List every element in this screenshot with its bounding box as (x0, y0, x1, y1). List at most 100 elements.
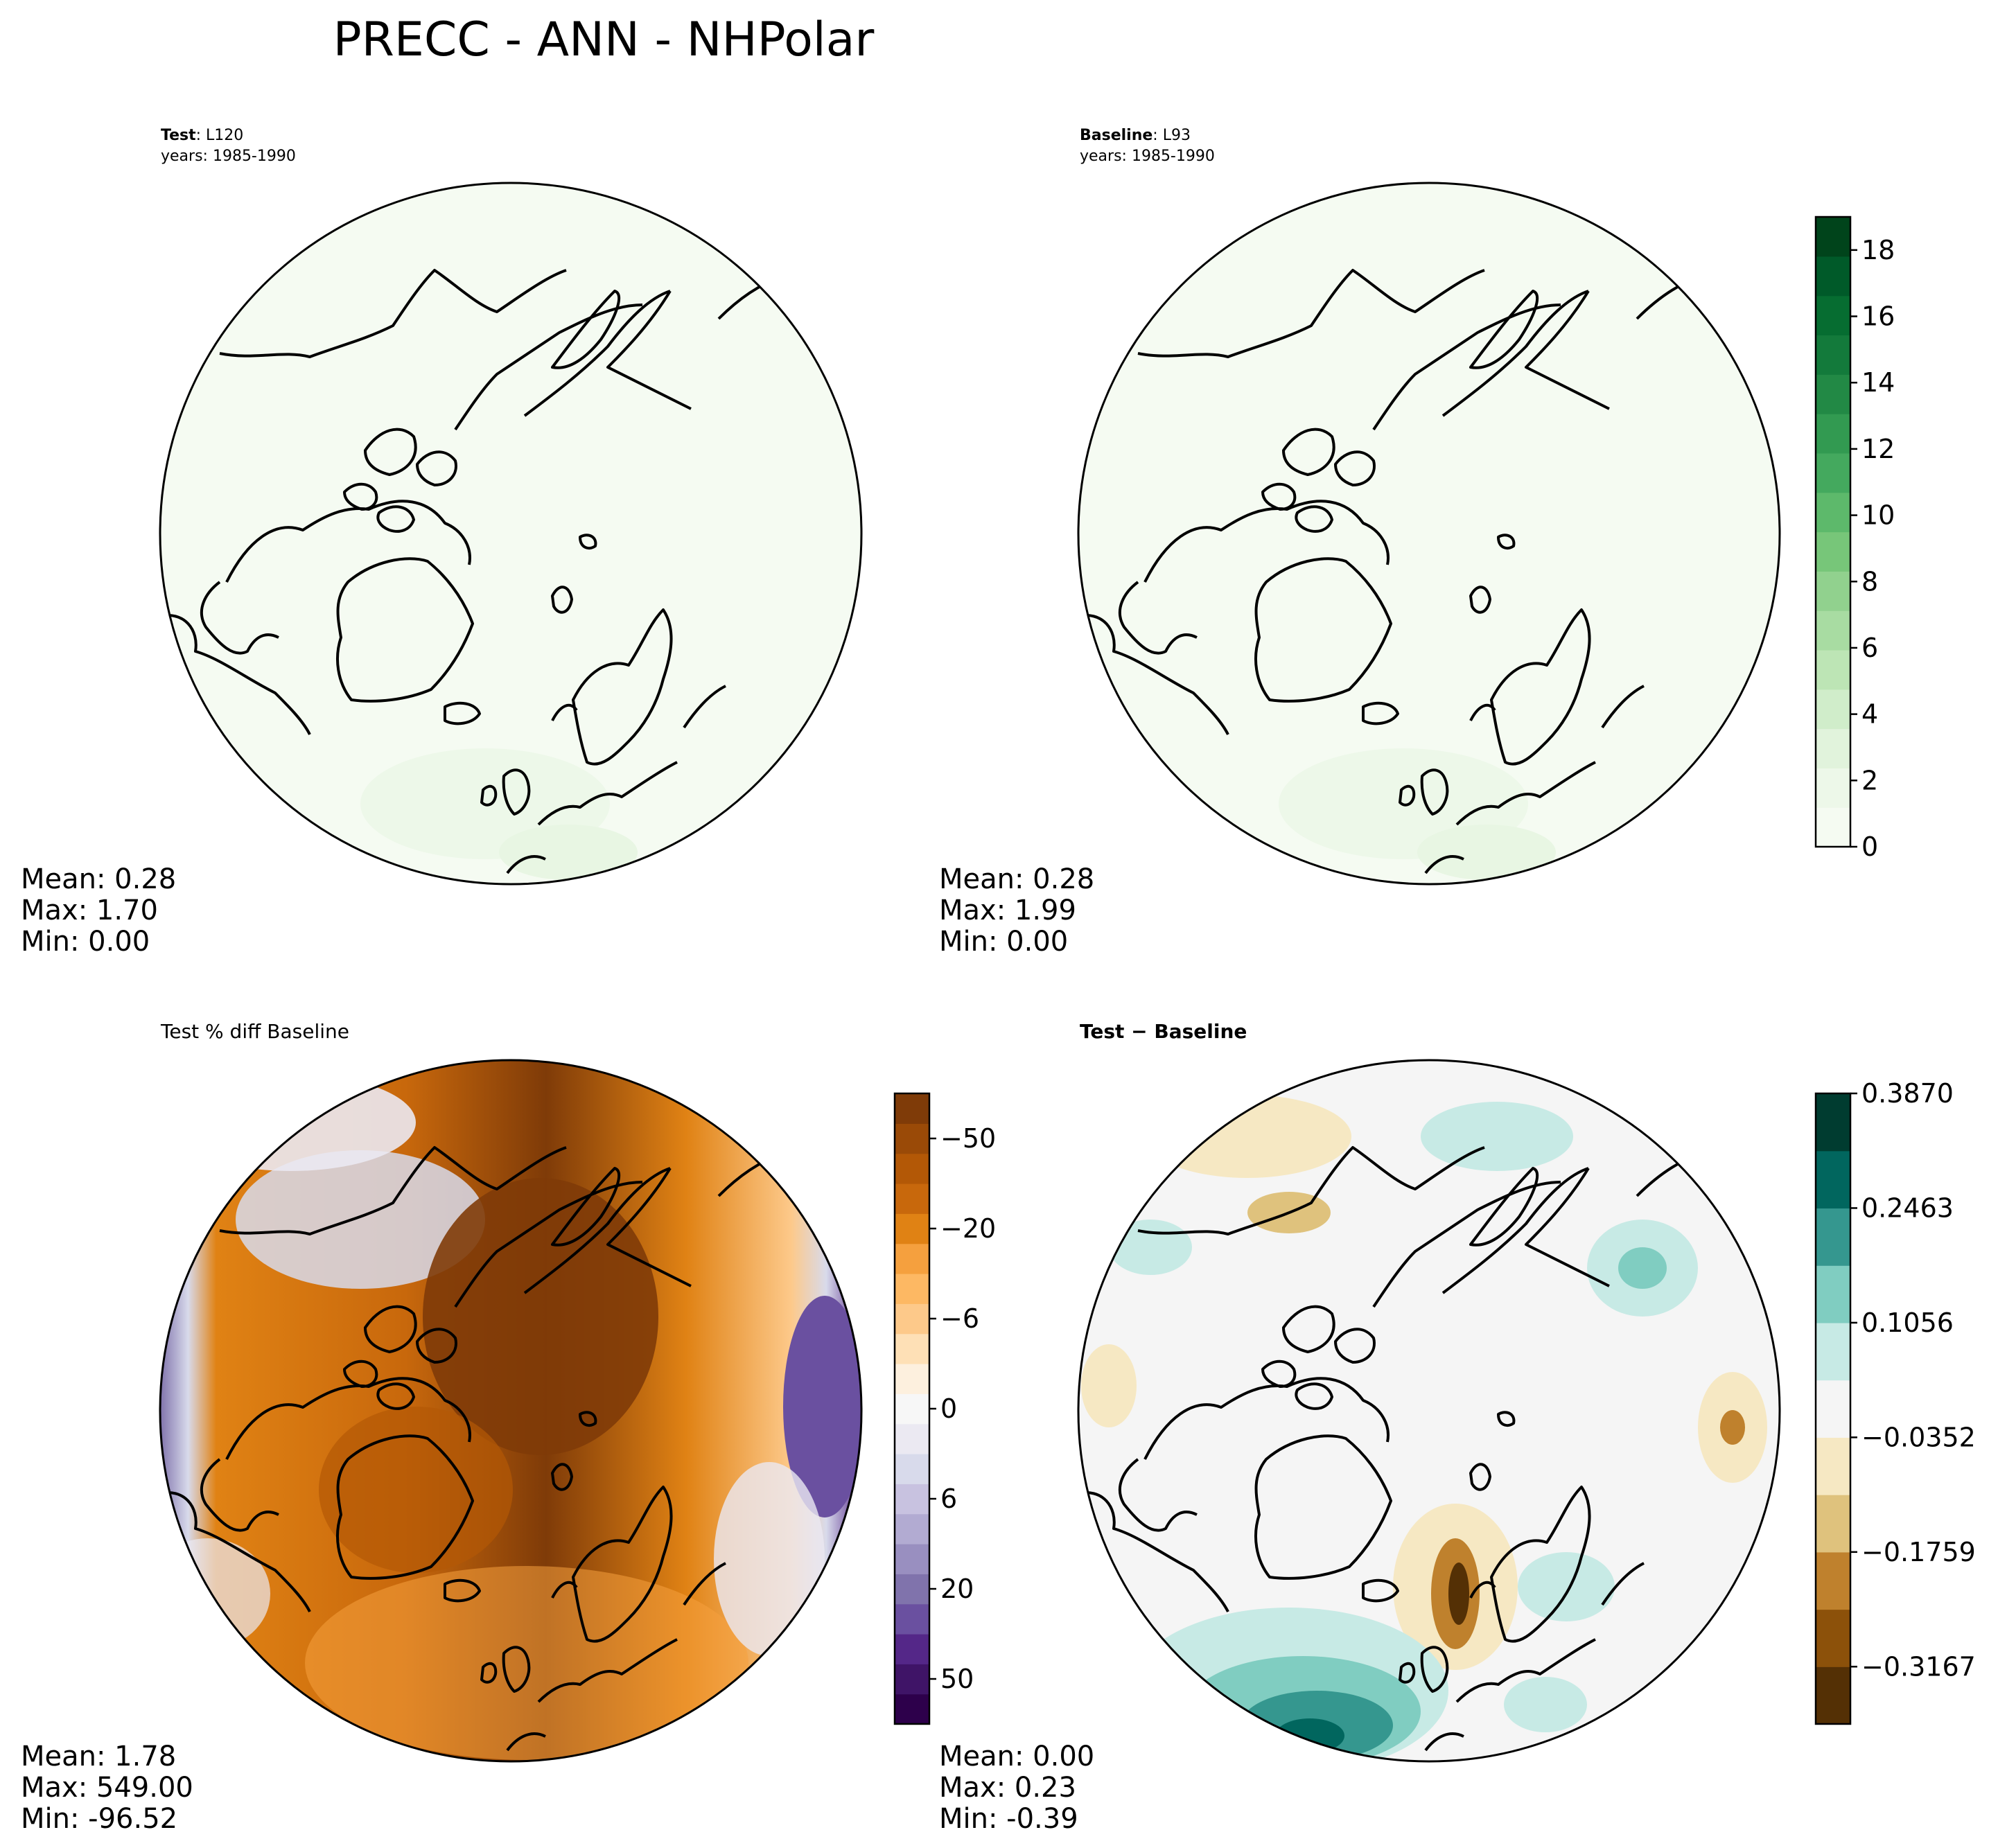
brbg-colorbar-tick-label: −0.1759 (1861, 1537, 1976, 1567)
greens-colorbar-tick-label: 0 (1861, 831, 1878, 862)
baseline-panel: Baseline: L93 years: 1985-1990 Mean: 0.2… (939, 127, 1895, 958)
puor-colorbar-tick-label: 20 (940, 1574, 974, 1604)
puor-colorbar-segment (895, 1303, 929, 1335)
puor-colorbar-tick-label: 50 (940, 1664, 974, 1694)
brbg-colorbar-segment (1816, 1208, 1850, 1266)
baseline-map-boundary (1077, 182, 1781, 886)
puor-colorbar-segment (895, 1634, 929, 1664)
test-map-boundary (159, 182, 863, 886)
greens-colorbar-tick-label: 6 (1861, 633, 1878, 663)
greens-colorbar-segment (1816, 728, 1850, 768)
puor-colorbar-segment (895, 1393, 929, 1425)
puor-colorbar-tick-label: −20 (940, 1213, 996, 1244)
greens-colorbar-tick-label: 2 (1861, 765, 1878, 795)
brbg-colorbar-tick-label: −0.0352 (1861, 1422, 1976, 1452)
greens-colorbar-segment (1816, 414, 1850, 454)
greens-colorbar-segment (1816, 689, 1850, 730)
diff-map-boundary (1077, 1059, 1781, 1763)
test-years: years: 1985-1990 (161, 148, 296, 165)
brbg-colorbar-segment (1816, 1322, 1850, 1381)
pctdiff-map-boundary (159, 1059, 863, 1763)
brbg-colorbar-tick-label: 0.1056 (1861, 1308, 1954, 1338)
puor-colorbar-segment (895, 1333, 929, 1364)
brbg-colorbar-segment (1816, 1437, 1850, 1495)
diff-mean: Mean: 0.00 (939, 1741, 1094, 1772)
greens-colorbar-tick-label: 8 (1861, 566, 1878, 597)
diff-title: Test − Baseline (1080, 1020, 1247, 1043)
puor-colorbar-tick-label: −6 (940, 1303, 979, 1334)
puor-colorbar-tick-label: −50 (940, 1123, 996, 1154)
pctdiff-panel: Test % diff Baseline Mean: 1.78 Max: 549… (21, 1020, 996, 1835)
greens-colorbar-segment (1816, 335, 1850, 375)
greens-colorbar-tick-label: 4 (1861, 699, 1878, 730)
greens-colorbar-segment (1816, 610, 1850, 651)
pctdiff-map (160, 1060, 861, 1761)
puor-colorbar-segment (895, 1664, 929, 1695)
brbg-colorbar-segment (1816, 1609, 1850, 1667)
baseline-min: Min: 0.00 (939, 926, 1068, 958)
greens-colorbar-segment (1816, 807, 1850, 847)
puor-colorbar-tick-label: 0 (940, 1393, 957, 1424)
test-mean: Mean: 0.28 (21, 863, 176, 895)
brbg-colorbar-tick-label: 0.3870 (1861, 1078, 1954, 1109)
pctdiff-max: Max: 549.00 (21, 1772, 193, 1804)
pctdiff-min: Min: -96.52 (21, 1803, 177, 1835)
greens-colorbar-segment (1816, 571, 1850, 611)
puor-colorbar-segment (895, 1153, 929, 1184)
brbg-colorbar-segment (1816, 1150, 1850, 1209)
pctdiff-title: Test % diff Baseline (160, 1020, 349, 1043)
puor-colorbar-segment (895, 1603, 929, 1635)
brbg-colorbar-segment (1816, 1495, 1850, 1553)
greens-colorbar-tick-label: 10 (1861, 500, 1895, 531)
puor-colorbar: −50 −20 −6 0 6 20 50 (893, 1092, 996, 1725)
greens-colorbar-tick-label: 18 (1861, 235, 1895, 265)
puor-colorbar-segment (895, 1093, 929, 1124)
brbg-colorbar-tick-label: 0.2463 (1861, 1193, 1954, 1223)
puor-colorbar-segment (895, 1183, 929, 1214)
brbg-colorbar-segment (1816, 1093, 1850, 1152)
brbg-colorbar-segment (1816, 1666, 1850, 1725)
baseline-label: Baseline: L93 (1080, 127, 1191, 144)
greens-colorbar-segment (1816, 217, 1850, 257)
puor-colorbar-segment (895, 1454, 929, 1484)
greens-colorbar: 0 2 4 6 8 10 12 14 16 18 (1814, 215, 1895, 862)
test-label: Test: L120 (161, 127, 243, 144)
test-min: Min: 0.00 (21, 926, 150, 958)
test-max: Max: 1.70 (21, 895, 158, 926)
puor-colorbar-segment (895, 1123, 929, 1154)
brbg-colorbar: 0.3870 0.2463 0.1056 −0.0352 −0.1759 −0.3167 (1814, 1078, 1976, 1725)
puor-colorbar-segment (895, 1213, 929, 1244)
puor-colorbar-segment (895, 1544, 929, 1574)
greens-colorbar-segment (1816, 492, 1850, 533)
baseline-mean: Mean: 0.28 (939, 863, 1094, 895)
diff-min: Min: -0.39 (939, 1803, 1078, 1835)
test-panel: Test: L120 years: 1985-1990 Mean: 0.28 M… (21, 127, 863, 958)
diff-panel: Test − Baseline Mean: 0.00 Max: 0.2 (939, 1020, 1976, 1835)
greens-colorbar-segment (1816, 649, 1850, 690)
baseline-max: Max: 1.99 (939, 895, 1076, 926)
brbg-colorbar-segment (1816, 1380, 1850, 1438)
diff-max: Max: 0.23 (939, 1772, 1076, 1804)
greens-colorbar-segment (1816, 374, 1850, 414)
greens-colorbar-segment (1816, 531, 1850, 572)
puor-colorbar-segment (895, 1364, 929, 1394)
greens-colorbar-tick-label: 14 (1861, 367, 1895, 398)
diff-map (1078, 1060, 1780, 1761)
puor-colorbar-segment (895, 1693, 929, 1725)
brbg-colorbar-tick-label: −0.3167 (1861, 1651, 1976, 1682)
pctdiff-mean: Mean: 1.78 (21, 1741, 176, 1772)
brbg-colorbar-segment (1816, 1265, 1850, 1323)
brbg-colorbar-frame (1814, 1092, 1852, 1725)
baseline-map (1078, 183, 1780, 884)
greens-colorbar-segment (1816, 452, 1850, 493)
puor-colorbar-segment (895, 1243, 929, 1274)
brbg-colorbar-segment (1816, 1551, 1850, 1610)
greens-colorbar-segment (1816, 768, 1850, 808)
puor-colorbar-segment (895, 1513, 929, 1545)
figure-title: PRECC - ANN - NHPolar (333, 12, 875, 67)
puor-colorbar-segment (895, 1574, 929, 1605)
greens-colorbar-tick-label: 16 (1861, 301, 1895, 332)
greens-colorbar-tick-label: 12 (1861, 434, 1895, 464)
baseline-years: years: 1985-1990 (1080, 148, 1215, 165)
